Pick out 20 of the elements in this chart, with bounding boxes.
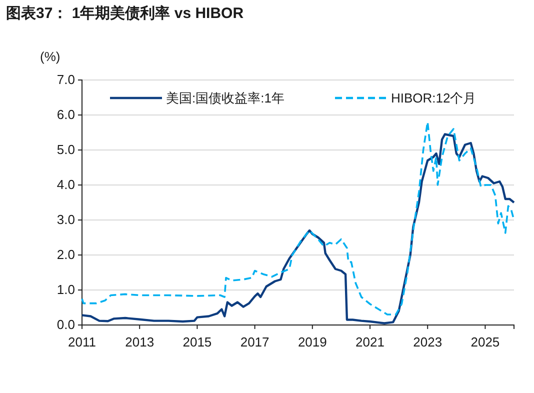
x-tick-label: 2023 [413,334,442,350]
x-tick-label: 2011 [68,334,96,350]
x-tick-label: 2017 [240,334,270,350]
legend-label: 美国:国债收益率:1年 [166,90,284,106]
x-tick-label: 2019 [298,334,327,350]
x-tick-label: 2025 [470,334,500,350]
y-tick-label: 5.0 [56,142,75,158]
y-tick-label: 2.0 [56,247,75,262]
y-tick-label: 1.0 [56,282,75,298]
y-axis-title: (%) [40,49,60,64]
y-tick-label: 7.0 [56,72,75,88]
y-tick-label: 6.0 [56,107,75,122]
y-tick-label: 3.0 [56,212,75,228]
x-tick-label: 2015 [182,334,212,350]
legend-label: HIBOR:12个月 [391,90,476,106]
chart-title: 图表37： 1年期美债利率 vs HIBOR [6,4,244,22]
x-tick-label: 2013 [125,334,154,350]
x-tick-label: 2021 [356,334,384,350]
y-tick-label: 0.0 [56,317,75,332]
y-tick-label: 4.0 [56,177,75,192]
